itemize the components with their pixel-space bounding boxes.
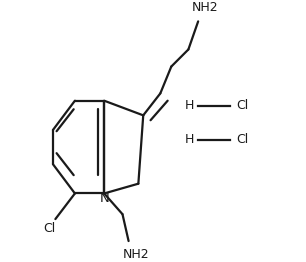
- Text: N: N: [99, 192, 109, 205]
- Text: NH2: NH2: [123, 248, 149, 261]
- Text: H: H: [185, 133, 195, 146]
- Text: Cl: Cl: [236, 133, 248, 146]
- Text: NH2: NH2: [192, 1, 219, 14]
- Text: Cl: Cl: [43, 222, 55, 235]
- Text: Cl: Cl: [236, 99, 248, 112]
- Text: H: H: [185, 99, 195, 112]
